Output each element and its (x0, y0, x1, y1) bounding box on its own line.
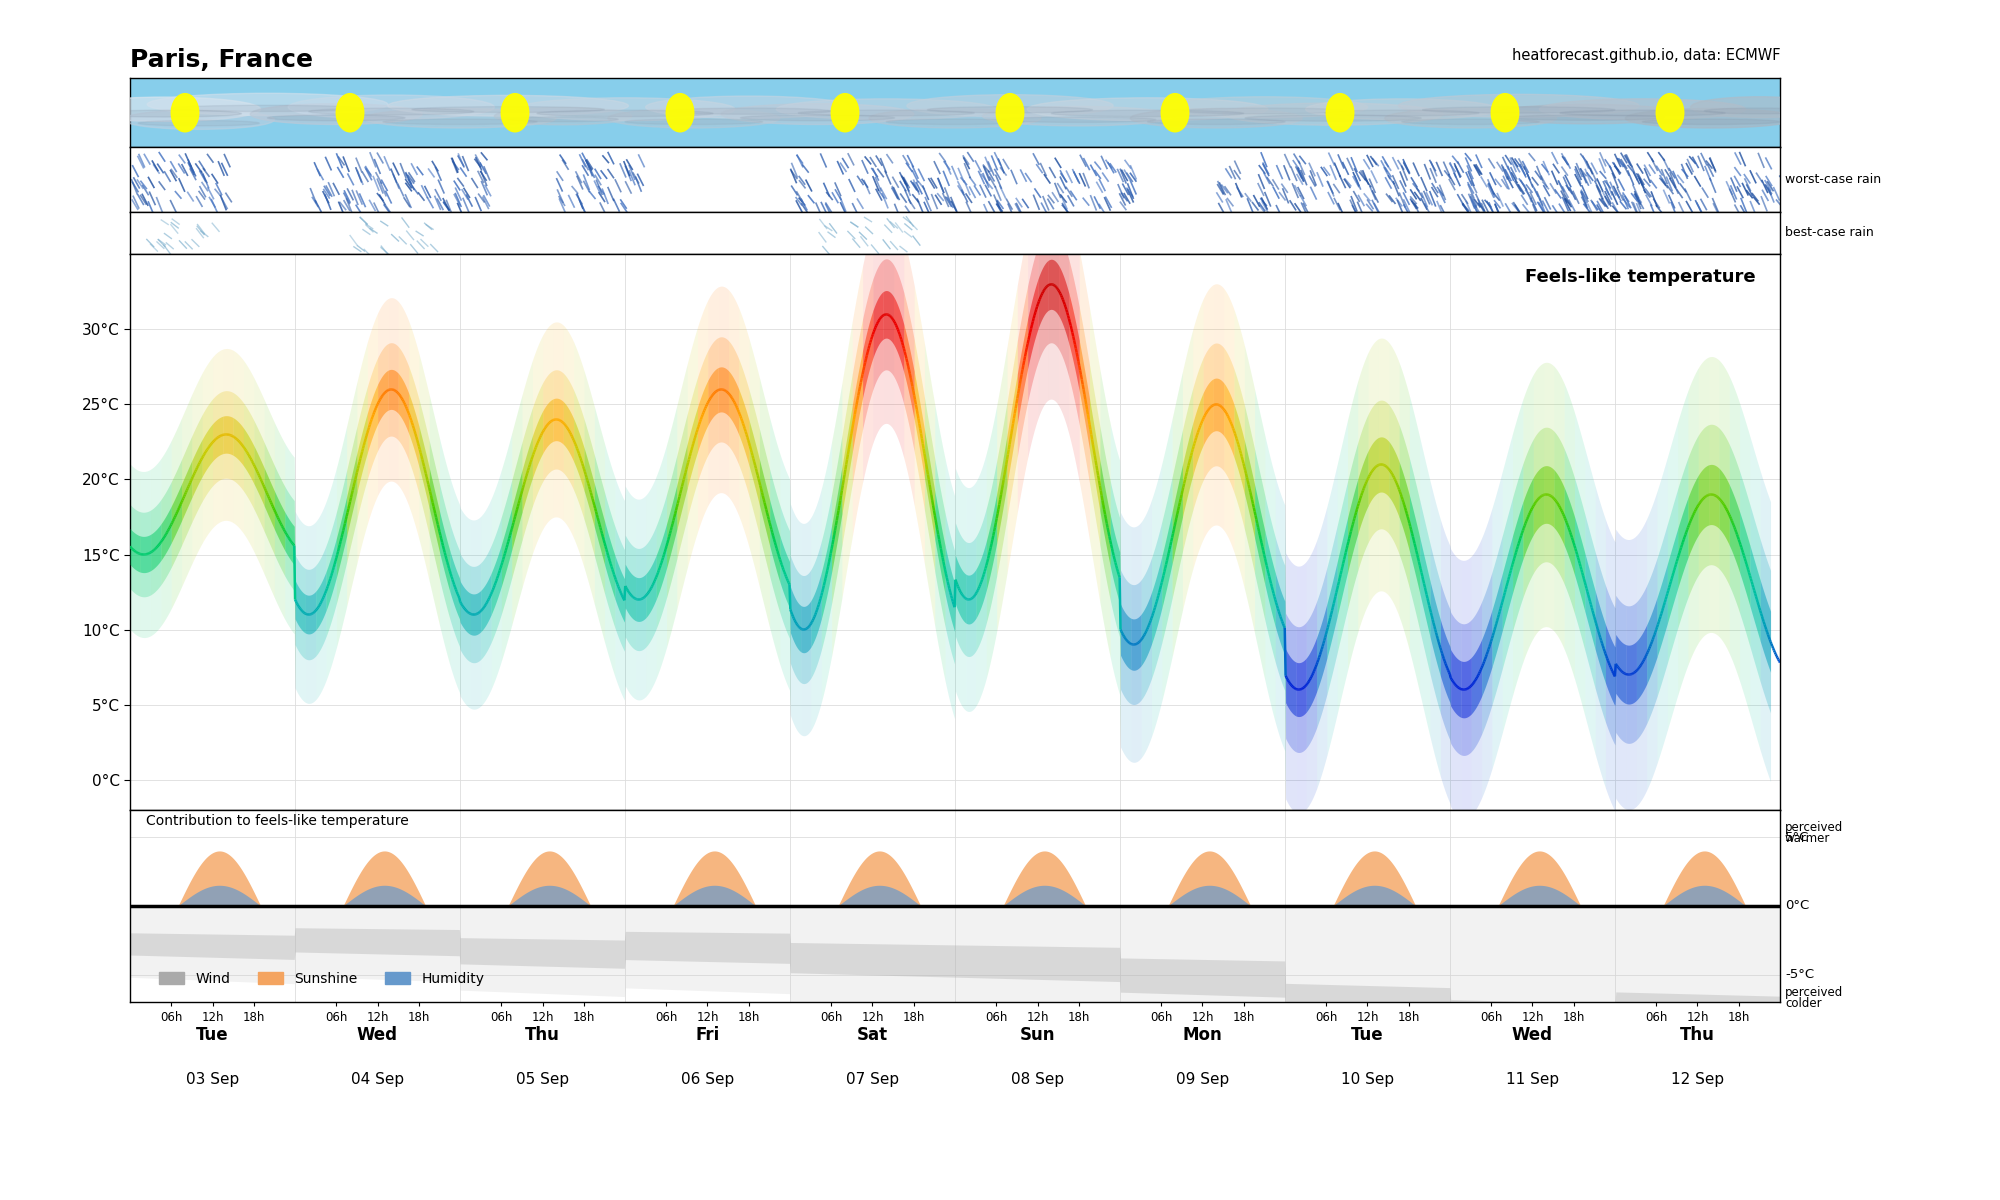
Ellipse shape (148, 94, 388, 115)
Text: Tue: Tue (196, 1026, 228, 1044)
Ellipse shape (608, 108, 780, 128)
Text: colder: colder (1784, 996, 1822, 1009)
Text: Fri: Fri (696, 1026, 720, 1044)
Ellipse shape (88, 110, 242, 118)
Legend: Wind, Sunshine, Humidity: Wind, Sunshine, Humidity (154, 966, 490, 991)
Ellipse shape (308, 108, 474, 115)
Ellipse shape (1246, 115, 1422, 121)
Text: 11 Sep: 11 Sep (1506, 1072, 1560, 1087)
Ellipse shape (1626, 108, 1798, 128)
Ellipse shape (250, 103, 422, 125)
Text: 5°C: 5°C (1784, 830, 1810, 844)
Ellipse shape (172, 94, 198, 132)
Ellipse shape (1492, 94, 1518, 132)
Ellipse shape (906, 95, 1114, 116)
Text: Feels-like temperature: Feels-like temperature (1524, 268, 1756, 286)
Ellipse shape (1324, 110, 1478, 116)
Ellipse shape (388, 95, 628, 116)
Text: best-case rain: best-case rain (1784, 227, 1874, 239)
Text: Tue: Tue (1352, 1026, 1384, 1044)
Ellipse shape (982, 107, 1176, 126)
Ellipse shape (776, 98, 996, 120)
Text: 08 Sep: 08 Sep (1010, 1072, 1064, 1087)
Ellipse shape (1130, 108, 1302, 128)
Text: 12 Sep: 12 Sep (1670, 1072, 1724, 1087)
Text: perceived: perceived (1784, 985, 1844, 998)
Ellipse shape (268, 115, 404, 121)
Ellipse shape (1384, 108, 1556, 128)
Ellipse shape (502, 94, 528, 132)
Ellipse shape (1002, 116, 1156, 122)
Text: 03 Sep: 03 Sep (186, 1072, 240, 1087)
Ellipse shape (364, 108, 556, 128)
Text: Paris, France: Paris, France (130, 48, 312, 72)
Text: Thu: Thu (526, 1026, 560, 1044)
Ellipse shape (1492, 104, 1684, 124)
Text: Wed: Wed (1512, 1026, 1552, 1044)
Text: 05 Sep: 05 Sep (516, 1072, 570, 1087)
Text: perceived: perceived (1784, 821, 1844, 834)
Ellipse shape (832, 94, 858, 132)
Ellipse shape (1162, 97, 1368, 118)
Ellipse shape (1560, 110, 1724, 116)
Text: 04 Sep: 04 Sep (350, 1072, 404, 1087)
Text: Sun: Sun (1020, 1026, 1056, 1044)
Text: Mon: Mon (1182, 1026, 1222, 1044)
Ellipse shape (412, 107, 604, 113)
Ellipse shape (1704, 108, 1814, 114)
Text: Wed: Wed (356, 1026, 398, 1044)
Ellipse shape (1028, 97, 1268, 121)
Ellipse shape (928, 107, 1092, 113)
Ellipse shape (886, 119, 1024, 125)
Text: 07 Sep: 07 Sep (846, 1072, 900, 1087)
Ellipse shape (870, 108, 1040, 128)
Ellipse shape (172, 106, 364, 112)
Text: worst-case rain: worst-case rain (1784, 173, 1882, 186)
Ellipse shape (1326, 94, 1354, 132)
Ellipse shape (336, 94, 364, 132)
Text: 06 Sep: 06 Sep (680, 1072, 734, 1087)
Text: heatforecast.github.io, data: ECMWF: heatforecast.github.io, data: ECMWF (1512, 48, 1780, 62)
Ellipse shape (1224, 103, 1444, 125)
Ellipse shape (288, 95, 494, 119)
Ellipse shape (124, 110, 274, 130)
Ellipse shape (1162, 94, 1188, 132)
Text: -5°C: -5°C (1784, 968, 1814, 982)
Ellipse shape (666, 94, 694, 132)
Ellipse shape (740, 115, 894, 121)
Ellipse shape (1422, 107, 1614, 113)
Text: Contribution to feels-like temperature: Contribution to feels-like temperature (146, 814, 410, 828)
Ellipse shape (1540, 98, 1746, 120)
Ellipse shape (1402, 119, 1540, 125)
Text: Sat: Sat (856, 1026, 888, 1044)
Ellipse shape (508, 116, 618, 121)
Ellipse shape (1510, 115, 1664, 120)
Ellipse shape (624, 119, 762, 125)
Ellipse shape (1656, 94, 1684, 132)
Ellipse shape (1398, 95, 1640, 118)
Ellipse shape (516, 97, 736, 121)
Ellipse shape (494, 108, 632, 125)
Ellipse shape (798, 110, 974, 116)
Ellipse shape (1642, 119, 1780, 125)
Ellipse shape (722, 103, 914, 125)
Ellipse shape (1306, 98, 1498, 120)
Ellipse shape (536, 110, 712, 116)
Ellipse shape (996, 94, 1024, 132)
Ellipse shape (382, 119, 536, 125)
Ellipse shape (1052, 110, 1244, 116)
Text: 10 Sep: 10 Sep (1340, 1072, 1394, 1087)
Text: Thu: Thu (1680, 1026, 1714, 1044)
Text: 09 Sep: 09 Sep (1176, 1072, 1230, 1087)
Ellipse shape (68, 97, 260, 121)
Ellipse shape (138, 120, 260, 126)
Ellipse shape (1182, 108, 1346, 114)
Text: warmer: warmer (1784, 832, 1830, 845)
Ellipse shape (1148, 119, 1284, 125)
Ellipse shape (646, 96, 852, 119)
Text: 0°C: 0°C (1784, 899, 1810, 912)
Ellipse shape (666, 108, 832, 114)
Ellipse shape (1690, 97, 1828, 118)
